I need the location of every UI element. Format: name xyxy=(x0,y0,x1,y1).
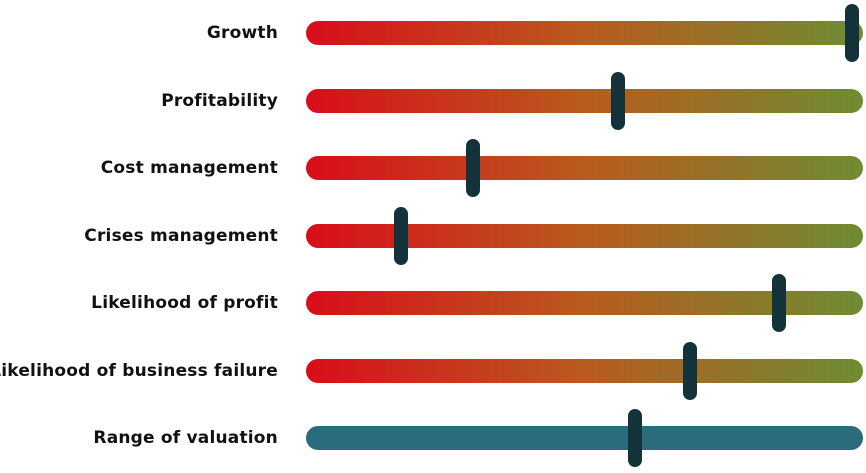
scale-row: Likelihood of profit xyxy=(0,269,866,337)
scale-row: Growth xyxy=(0,0,866,67)
scale-track xyxy=(306,291,863,315)
row-label: Crises management xyxy=(84,225,278,246)
value-marker xyxy=(844,4,859,62)
scale-track xyxy=(306,88,863,113)
row-label: Profitability xyxy=(161,90,278,111)
value-marker xyxy=(466,139,481,197)
scale-track xyxy=(306,223,863,248)
scale-row: Crises management xyxy=(0,202,866,270)
value-marker xyxy=(683,341,698,400)
scale-row: Profitability xyxy=(0,67,866,135)
row-label: Likelihood of business failure xyxy=(0,360,278,381)
row-label: Growth xyxy=(206,23,278,43)
scale-track xyxy=(306,21,863,45)
value-marker xyxy=(627,409,642,467)
scale-row: Range of valuation xyxy=(0,404,866,472)
scale-track xyxy=(306,156,863,180)
value-marker xyxy=(772,274,787,332)
scale-track xyxy=(306,426,863,450)
row-label: Likelihood of profit xyxy=(91,293,278,313)
row-label: Range of valuation xyxy=(93,428,278,448)
value-marker xyxy=(610,71,625,130)
scale-track xyxy=(306,358,863,383)
scale-row: Likelihood of business failure xyxy=(0,337,866,405)
scale-row: Cost management xyxy=(0,134,866,202)
value-marker xyxy=(393,206,408,265)
row-label: Cost management xyxy=(100,158,278,178)
